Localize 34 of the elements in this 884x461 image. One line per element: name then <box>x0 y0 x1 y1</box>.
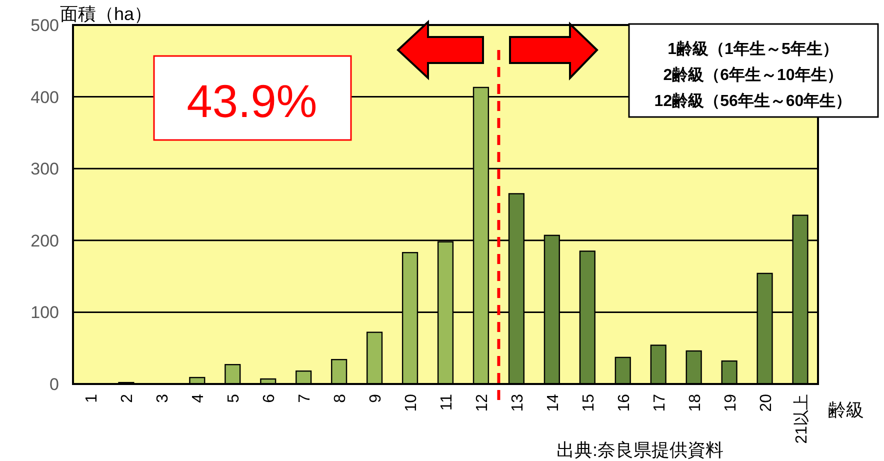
x-tick-label: 4 <box>190 394 208 403</box>
x-tick-label: 13 <box>509 394 526 412</box>
annotation: 43.9% <box>186 75 318 127</box>
y-tick-label: 300 <box>30 160 59 179</box>
annotation: 12齢級（56年生～60年生） <box>654 92 852 110</box>
y-tick-label: 0 <box>50 375 59 394</box>
x-tick-label: 9 <box>368 394 385 403</box>
x-tick-label: 18 <box>686 394 704 412</box>
x-tick-label: 19 <box>722 394 740 412</box>
x-tick-label: 2 <box>119 394 136 403</box>
y-axis-title: 面積（ha） <box>60 4 152 24</box>
x-tick-label: 14 <box>544 394 562 412</box>
x-tick-label: 11 <box>438 394 456 411</box>
annotation: 2齢級（6年生～10年生） <box>663 66 843 84</box>
x-tick-label: 7 <box>296 394 314 403</box>
x-axis-title: 齢級 <box>828 400 864 420</box>
annotation: 1齢級（1年生～5年生） <box>668 40 838 58</box>
source-note: 出典:奈良県提供資料 <box>556 440 724 460</box>
y-tick-label: 200 <box>30 231 59 250</box>
y-tick-label: 100 <box>30 303 59 322</box>
x-tick-label: 12 <box>474 394 491 412</box>
x-tick-label: 17 <box>651 394 668 412</box>
x-tick-label: 6 <box>261 394 278 403</box>
x-tick-label: 15 <box>580 394 598 412</box>
x-tick-label: 5 <box>226 394 243 403</box>
x-tick-label: 3 <box>154 394 172 403</box>
x-tick-label: 8 <box>332 394 350 403</box>
y-tick-label: 400 <box>30 88 59 107</box>
y-tick-label: 500 <box>30 16 59 35</box>
x-tick-label: 10 <box>403 394 420 412</box>
x-tick-label: 21以上 <box>792 394 810 444</box>
x-tick-label: 16 <box>616 394 633 412</box>
x-tick-label: 20 <box>758 394 775 412</box>
x-tick-label: 1 <box>84 394 101 403</box>
